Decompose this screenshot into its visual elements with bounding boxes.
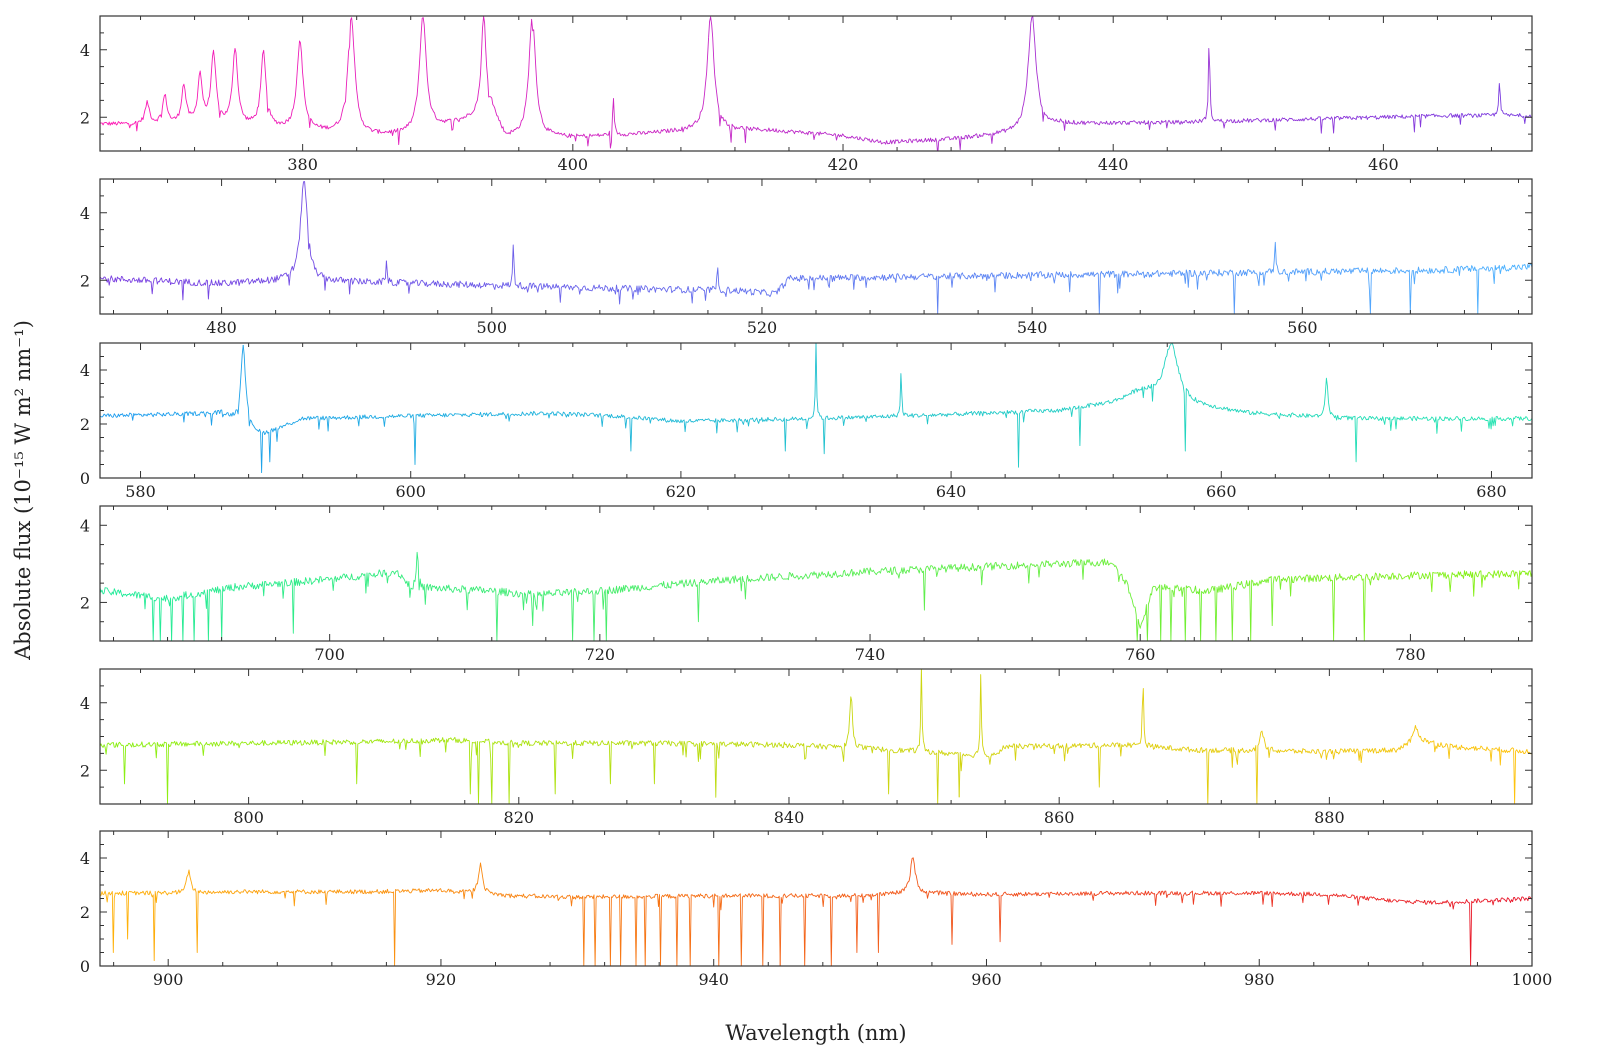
spectrum-panel-4: 700 720 740 760 780 2 4 [80, 505, 1533, 664]
y-tick-label: 4 [80, 516, 90, 535]
x-tick-label: 600 [395, 482, 426, 501]
x-tick-label: 460 [1368, 155, 1399, 174]
y-tick-label: 4 [80, 361, 90, 380]
spectrum-panel-6: 900 920 940 960 980 1000 0 2 4 [80, 830, 1553, 989]
x-tick-label: 560 [1287, 318, 1318, 337]
spectrum-panel-1: 380 400 420 440 460 2 4 [80, 15, 1533, 174]
panel-frame [99, 668, 1533, 805]
x-tick-label: 880 [1314, 808, 1345, 827]
x-axis-title: Wavelength (nm) [725, 1021, 906, 1045]
panel-frame [99, 178, 1533, 315]
x-tick-label: 860 [1044, 808, 1075, 827]
x-tick-label: 1000 [1512, 970, 1553, 989]
y-axis-title: Absolute flux (10⁻¹⁵ W m² nm⁻¹) [11, 320, 35, 661]
y-tick-label: 0 [80, 957, 90, 976]
series-line-3 [100, 343, 1532, 474]
x-tick-label: 540 [1017, 318, 1048, 337]
x-tick-label: 520 [747, 318, 778, 337]
x-tick-label: 440 [1098, 155, 1129, 174]
series-line-1 [100, 16, 1532, 151]
spectrum-panel-5: 800 820 840 860 880 2 4 [80, 668, 1533, 827]
x-tick-label: 900 [153, 970, 184, 989]
series-line-5 [100, 669, 1532, 804]
x-tick-label: 580 [125, 482, 156, 501]
y-tick-label: 2 [80, 415, 90, 434]
y-tick-label: 2 [80, 593, 90, 612]
x-tick-label: 500 [477, 318, 508, 337]
spectrum-panel-3: 580 600 620 640 660 680 0 2 4 [80, 342, 1533, 501]
y-tick-label: 4 [80, 849, 90, 868]
x-tick-label: 920 [426, 970, 457, 989]
y-tick-label: 4 [80, 204, 90, 223]
x-tick-label: 380 [287, 155, 318, 174]
spectrum-panel-2: 480 500 520 540 560 2 4 [80, 178, 1533, 337]
x-tick-label: 780 [1395, 645, 1426, 664]
y-tick-label: 2 [80, 761, 90, 780]
y-tick-label: 4 [80, 41, 90, 60]
x-tick-label: 680 [1476, 482, 1507, 501]
x-tick-label: 960 [971, 970, 1002, 989]
x-tick-label: 640 [936, 482, 967, 501]
x-tick-label: 480 [206, 318, 237, 337]
y-tick-label: 2 [80, 903, 90, 922]
y-tick-label: 0 [80, 469, 90, 488]
x-tick-label: 740 [855, 645, 886, 664]
y-tick-label: 4 [80, 694, 90, 713]
x-tick-label: 420 [828, 155, 859, 174]
x-tick-label: 400 [558, 155, 589, 174]
x-tick-label: 620 [666, 482, 697, 501]
x-tick-label: 660 [1206, 482, 1237, 501]
x-tick-label: 980 [1244, 970, 1275, 989]
x-tick-label: 940 [698, 970, 729, 989]
panel-frame [99, 15, 1533, 152]
x-tick-label: 800 [233, 808, 264, 827]
x-tick-label: 820 [504, 808, 535, 827]
series-line-6 [100, 857, 1532, 966]
series-line-4 [100, 551, 1532, 641]
x-tick-label: 720 [585, 645, 616, 664]
x-tick-label: 760 [1125, 645, 1156, 664]
series-line-2 [100, 181, 1532, 314]
y-tick-label: 2 [80, 271, 90, 290]
x-tick-label: 700 [314, 645, 345, 664]
x-tick-label: 840 [774, 808, 805, 827]
y-tick-label: 2 [80, 108, 90, 127]
panel-frame [99, 830, 1533, 967]
